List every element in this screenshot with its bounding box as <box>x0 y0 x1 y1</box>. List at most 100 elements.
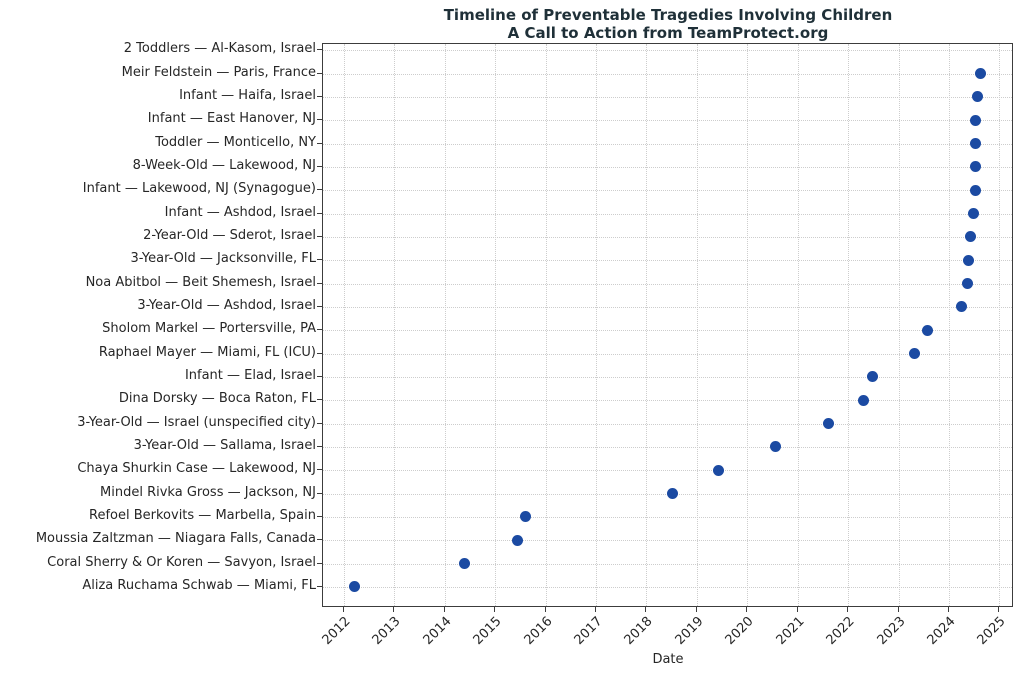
y-tick-label: 3-Year-Old — Sallama, Israel <box>133 437 316 453</box>
data-point <box>858 394 870 406</box>
y-tick-label: Infant — East Hanover, NJ <box>147 111 316 127</box>
x-tick-mark <box>342 607 344 612</box>
y-tick-label: Infant — Lakewood, NJ (Synagogue) <box>82 181 316 197</box>
gridline-horizontal <box>323 400 1012 402</box>
gridline-vertical <box>848 44 850 606</box>
x-tick-mark <box>897 607 899 612</box>
gridline-horizontal <box>323 96 1012 98</box>
data-point <box>969 114 981 126</box>
gridline-vertical <box>898 44 900 606</box>
data-point <box>955 301 967 313</box>
y-tick-label: 3-Year-Old — Israel (unspecified city) <box>77 414 316 430</box>
y-tick-mark <box>317 72 322 74</box>
y-tick-mark <box>317 282 322 284</box>
gridline-horizontal <box>323 306 1012 308</box>
gridline-horizontal <box>323 50 1012 52</box>
data-point <box>962 254 974 266</box>
y-tick-mark <box>317 95 322 97</box>
gridline-horizontal <box>323 73 1012 75</box>
data-point <box>909 348 921 360</box>
gridline-vertical <box>696 44 698 606</box>
y-tick-mark <box>317 212 322 214</box>
gridline-horizontal <box>323 470 1012 472</box>
y-tick-label: Meir Feldstein — Paris, France <box>121 64 316 80</box>
y-tick-label: Noa Abitbol — Beit Shemesh, Israel <box>85 274 316 290</box>
y-tick-mark <box>317 469 322 471</box>
y-tick-label: Chaya Shurkin Case — Lakewood, NJ <box>77 461 316 477</box>
plot-area <box>322 43 1013 607</box>
gridline-vertical <box>545 44 547 606</box>
y-tick-label: Infant — Haifa, Israel <box>179 87 316 103</box>
gridline-vertical <box>444 44 446 606</box>
x-tick-mark <box>947 607 949 612</box>
gridline-horizontal <box>323 236 1012 238</box>
data-point <box>823 418 835 430</box>
x-tick-mark <box>998 607 1000 612</box>
y-tick-mark <box>317 259 322 261</box>
data-point <box>921 324 933 336</box>
x-tick-mark <box>595 607 597 612</box>
gridline-vertical <box>495 44 497 606</box>
y-tick-mark <box>317 375 322 377</box>
gridline-horizontal <box>323 516 1012 518</box>
y-tick-mark <box>317 189 322 191</box>
gridline-vertical <box>999 44 1001 606</box>
x-tick-mark <box>645 607 647 612</box>
y-tick-mark <box>317 399 322 401</box>
data-point <box>667 488 679 500</box>
data-point <box>964 231 976 243</box>
y-tick-label: 8-Week-Old — Lakewood, NJ <box>132 157 316 173</box>
gridline-vertical <box>948 44 950 606</box>
y-tick-label: 2-Year-Old — Sderot, Israel <box>143 227 316 243</box>
gridline-horizontal <box>323 283 1012 285</box>
y-tick-label: 2 Toddlers — Al-Kasom, Israel <box>123 41 316 57</box>
gridline-vertical <box>646 44 648 606</box>
y-tick-label: Aliza Ruchama Schwab — Miami, FL <box>82 577 316 593</box>
gridline-vertical <box>394 44 396 606</box>
y-tick-label: Sholom Markel — Portersville, PA <box>102 321 316 337</box>
x-tick-mark <box>796 607 798 612</box>
y-tick-mark <box>317 585 322 587</box>
gridline-vertical <box>343 44 345 606</box>
data-point <box>962 278 974 290</box>
data-point <box>520 511 532 523</box>
y-tick-label: Raphael Mayer — Miami, FL (ICU) <box>98 344 316 360</box>
gridline-horizontal <box>323 540 1012 542</box>
y-tick-mark <box>317 539 322 541</box>
y-tick-mark <box>317 329 322 331</box>
gridline-horizontal <box>323 353 1012 355</box>
y-tick-label: Infant — Ashdod, Israel <box>164 204 316 220</box>
data-point <box>971 91 983 103</box>
data-point <box>974 68 986 80</box>
x-tick-mark <box>393 607 395 612</box>
gridline-horizontal <box>323 376 1012 378</box>
y-tick-label: Infant — Elad, Israel <box>184 367 316 383</box>
y-tick-mark <box>317 492 322 494</box>
y-tick-label: Dina Dorsky — Boca Raton, FL <box>118 391 316 407</box>
chart-title: Timeline of Preventable Tragedies Involv… <box>443 6 893 24</box>
y-tick-mark <box>317 142 322 144</box>
x-tick-mark <box>695 607 697 612</box>
y-tick-mark <box>317 305 322 307</box>
gridline-horizontal <box>323 563 1012 565</box>
gridline-horizontal <box>323 423 1012 425</box>
data-point <box>969 161 981 173</box>
y-tick-mark <box>317 165 322 167</box>
y-tick-label: Mindel Rivka Gross — Jackson, NJ <box>100 484 316 500</box>
data-point <box>459 558 471 570</box>
y-tick-label: Coral Sherry & Or Koren — Savyon, Israel <box>47 554 316 570</box>
gridline-horizontal <box>323 586 1012 588</box>
gridline-horizontal <box>323 120 1012 122</box>
y-tick-label: Toddler — Monticello, NY <box>155 134 316 150</box>
gridline-horizontal <box>323 260 1012 262</box>
y-tick-mark <box>317 422 322 424</box>
y-tick-mark <box>317 235 322 237</box>
y-tick-label: Refoel Berkovits — Marbella, Spain <box>89 507 316 523</box>
data-point <box>969 138 981 150</box>
gridline-horizontal <box>323 143 1012 145</box>
y-tick-mark <box>317 352 322 354</box>
gridline-horizontal <box>323 166 1012 168</box>
data-point <box>348 581 360 593</box>
y-tick-mark <box>317 562 322 564</box>
